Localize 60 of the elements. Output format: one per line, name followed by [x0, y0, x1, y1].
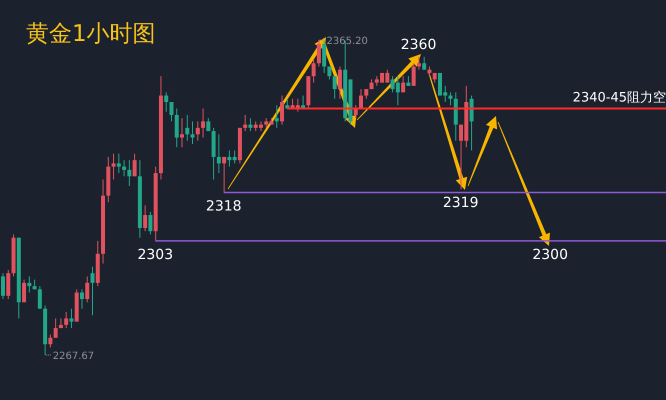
candlestick — [274, 104, 279, 128]
candlestick — [54, 318, 58, 338]
candlestick — [206, 118, 210, 132]
text: 2300 — [532, 246, 568, 263]
candlestick — [332, 76, 337, 100]
candlestick — [148, 211, 152, 235]
candlestick — [470, 95, 474, 151]
candlestick — [38, 286, 42, 310]
candlestick — [364, 88, 368, 100]
chart-title: 黄金1小时图 — [26, 20, 156, 49]
candlestick — [416, 56, 421, 70]
candlestick — [64, 311, 68, 329]
candlestick — [174, 108, 179, 148]
candlestick — [80, 288, 84, 310]
annotation: 2303 — [137, 246, 174, 263]
candlestick — [316, 40, 321, 67]
candlestick — [69, 308, 74, 329]
annotation: 2360 — [400, 36, 436, 53]
candlestick — [132, 153, 137, 177]
candlestick — [201, 108, 206, 138]
annotation: 2267.67 — [52, 351, 94, 362]
candlestick — [169, 102, 174, 122]
candlestick — [6, 269, 10, 300]
candlestick — [422, 56, 426, 70]
candlestick — [216, 134, 221, 174]
candlestick — [222, 156, 226, 193]
annotation: 2318 — [206, 198, 242, 214]
candlestick — [85, 276, 90, 303]
candlestick — [164, 92, 168, 112]
candlestick — [322, 40, 326, 74]
candlestick — [406, 76, 410, 86]
candlestick — [359, 88, 364, 109]
candlestick — [122, 160, 126, 177]
candlestick — [32, 279, 37, 290]
candlestick — [401, 76, 406, 93]
candlestick — [27, 276, 32, 294]
candlestick — [427, 66, 432, 77]
candlestick — [327, 66, 332, 80]
candlestick — [112, 153, 116, 180]
annotation: 2319 — [442, 195, 478, 212]
candlestick — [1, 272, 5, 300]
candlestick — [243, 114, 248, 132]
candlestick — [312, 60, 316, 84]
candlestick — [190, 120, 195, 144]
annotation: 2365.20 — [326, 36, 368, 47]
ref-line-label: 2340-45阻力空 — [572, 90, 666, 106]
candlestick — [338, 66, 342, 100]
candlestick — [248, 118, 252, 132]
candlestick — [22, 279, 26, 303]
candlestick — [180, 118, 184, 148]
candlestick — [127, 160, 132, 186]
candlestick — [90, 266, 94, 316]
candlestick — [185, 114, 190, 142]
candlestick — [196, 120, 200, 142]
candlestick — [448, 92, 453, 106]
candlestick — [48, 334, 52, 348]
candlestick — [280, 95, 284, 126]
candlestick — [412, 62, 416, 86]
candlestick — [143, 204, 148, 232]
candlestick — [116, 153, 121, 174]
